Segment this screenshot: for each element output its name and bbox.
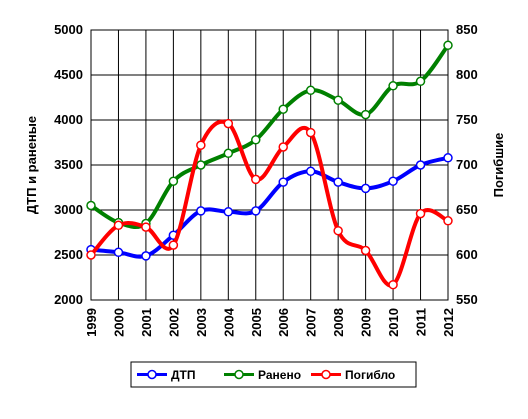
data-point-Погибло-2007 — [305, 127, 316, 138]
data-point-Погибло-2011 — [415, 208, 426, 219]
data-point-Погибло-2003 — [196, 140, 206, 150]
data-point-Ранено-2007 — [305, 85, 316, 96]
x-tick-label: 2002 — [166, 308, 181, 337]
legend-marker-Ранено — [234, 369, 244, 380]
right-tick-label: 850 — [456, 22, 478, 37]
right-tick-label: 600 — [456, 247, 478, 262]
plot-area — [86, 29, 453, 301]
x-tick-label: 2011 — [414, 308, 429, 336]
data-point-Погибло-1999 — [86, 250, 96, 260]
left-axis-ticks: 2000 2500 3000 3500 4000 4500 5000 — [54, 22, 83, 307]
data-point-Погибло-2001 — [141, 222, 151, 232]
x-tick-label: 2000 — [111, 308, 126, 337]
left-tick-label: 2500 — [54, 247, 83, 262]
legend-item-ДТП: ДТП — [137, 368, 196, 382]
series-Ранено — [86, 40, 453, 230]
data-point-Погибло-2004 — [223, 118, 234, 129]
left-tick-label: 2000 — [54, 292, 83, 307]
data-point-Ранено-2010 — [388, 81, 398, 91]
data-point-Ранено-2003 — [196, 160, 206, 170]
data-point-Погибло-2000 — [113, 220, 124, 231]
left-tick-label: 4000 — [54, 112, 83, 127]
data-point-Ранено-1999 — [86, 200, 96, 211]
data-point-Ранено-2009 — [360, 109, 371, 120]
left-tick-label: 4500 — [54, 67, 83, 82]
legend-item-Погибло: Погибло — [311, 368, 395, 382]
x-tick-label: 2003 — [194, 308, 209, 337]
data-point-Погибло-2008 — [333, 225, 343, 236]
right-tick-label: 750 — [456, 112, 478, 127]
legend-label-ДТП: ДТП — [171, 368, 196, 382]
legend-marker-ДТП — [147, 369, 157, 380]
legend-label-Ранено: Ранено — [258, 368, 301, 382]
x-tick-label: 2012 — [441, 308, 456, 337]
data-point-Погибло-2006 — [278, 142, 288, 152]
data-point-ДТП-2004 — [223, 207, 234, 217]
data-point-Ранено-2005 — [251, 135, 261, 145]
left-tick-label: 5000 — [54, 22, 83, 37]
left-axis-title: ДТП и раненые — [24, 116, 39, 214]
x-axis-ticks: 1999 2000 2001 2002 2003 2004 2005 2006 2007 2008… — [84, 307, 456, 337]
right-axis-title: Погибшие — [491, 133, 506, 198]
x-tick-label: 2008 — [331, 308, 346, 337]
data-point-Погибло-2002 — [168, 240, 179, 250]
x-tick-label: 2009 — [359, 308, 374, 337]
right-tick-label: 550 — [456, 292, 478, 307]
x-tick-label: 1999 — [84, 308, 99, 337]
data-point-Ранено-2012 — [443, 40, 453, 51]
data-point-ДТП-2005 — [251, 206, 261, 216]
legend-item-Ранено: Ранено — [224, 368, 301, 382]
data-point-ДТП-2001 — [141, 251, 151, 261]
data-point-Ранено-2004 — [223, 148, 234, 159]
data-point-ДТП-2011 — [415, 160, 426, 170]
data-point-ДТП-2008 — [333, 177, 343, 187]
data-point-Ранено-2011 — [415, 76, 426, 87]
series-layer — [86, 40, 453, 290]
x-tick-label: 2005 — [249, 308, 264, 337]
data-point-Погибло-2009 — [360, 245, 371, 256]
legend-box — [130, 361, 417, 388]
x-tick-label: 2010 — [386, 308, 401, 337]
data-point-Погибло-2005 — [251, 174, 261, 185]
data-point-ДТП-2000 — [113, 247, 124, 258]
series-ДТП — [86, 153, 453, 261]
right-tick-label: 700 — [456, 157, 478, 172]
right-tick-label: 650 — [456, 202, 478, 217]
data-point-ДТП-2010 — [388, 176, 398, 186]
right-tick-label: 800 — [456, 67, 478, 82]
legend-label-Погибло: Погибло — [345, 368, 395, 382]
right-axis-ticks: 550 600 650 700 750 800 850 — [456, 22, 478, 307]
series-Погибло — [86, 118, 453, 290]
left-tick-label: 3000 — [54, 202, 83, 217]
x-tick-label: 2001 — [139, 308, 154, 337]
data-point-ДТП-2012 — [443, 153, 453, 163]
data-point-Ранено-2008 — [333, 95, 343, 105]
legend-marker-Погибло — [321, 369, 331, 380]
data-point-Ранено-2002 — [168, 176, 179, 186]
data-point-ДТП-2003 — [196, 206, 206, 216]
x-tick-label: 2007 — [304, 308, 319, 337]
legend: ДТП Ранено Погибло — [130, 361, 417, 388]
left-tick-label: 3500 — [54, 157, 83, 172]
data-point-ДТП-2007 — [305, 166, 316, 177]
data-point-Ранено-2006 — [278, 104, 288, 114]
x-tick-label: 2006 — [276, 308, 291, 337]
data-point-Погибло-2010 — [388, 279, 398, 290]
data-point-ДТП-2006 — [278, 177, 288, 187]
data-point-Погибло-2012 — [443, 216, 453, 226]
data-point-ДТП-2009 — [360, 183, 371, 194]
x-tick-label: 2004 — [221, 307, 236, 337]
